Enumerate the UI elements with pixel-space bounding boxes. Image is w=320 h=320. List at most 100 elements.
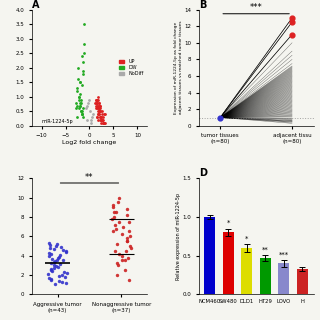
Point	[95, 103, 100, 108]
Point	[84, 103, 89, 108]
Point	[102, 112, 107, 117]
Point	[95, 112, 100, 117]
Point	[79, 112, 84, 117]
Point	[79, 109, 84, 114]
Point	[97, 109, 102, 114]
Bar	[223, 232, 234, 294]
Point	[78, 80, 83, 85]
Point	[88, 109, 93, 114]
Point	[99, 117, 104, 123]
Point	[77, 100, 83, 105]
Point	[77, 97, 82, 102]
X-axis label: Log2 fold change: Log2 fold change	[62, 140, 116, 145]
Point	[80, 68, 85, 73]
Point	[112, 222, 117, 227]
Point	[51, 246, 56, 252]
Point	[98, 109, 103, 114]
Point	[79, 109, 84, 114]
Point	[111, 214, 116, 220]
Point	[96, 100, 101, 105]
Point	[100, 112, 105, 117]
Point	[97, 106, 102, 111]
Point	[80, 109, 85, 114]
Point	[127, 277, 132, 283]
Point	[218, 115, 223, 120]
Bar	[297, 269, 308, 294]
Point	[94, 97, 99, 102]
Point	[48, 243, 53, 248]
Point	[96, 106, 101, 111]
Point	[113, 226, 118, 231]
Point	[46, 241, 51, 246]
Point	[97, 112, 102, 117]
Point	[127, 234, 132, 239]
Point	[95, 97, 100, 102]
Bar	[278, 263, 290, 294]
Point	[96, 109, 101, 114]
Point	[96, 117, 101, 123]
Point	[61, 269, 67, 275]
Point	[97, 103, 102, 108]
Point	[75, 115, 80, 120]
Point	[124, 239, 129, 244]
Point	[97, 112, 102, 117]
Point	[57, 262, 62, 267]
Point	[123, 258, 128, 263]
Point	[47, 245, 52, 251]
Point	[57, 254, 62, 259]
Point	[76, 106, 82, 111]
Point	[98, 103, 103, 108]
Point	[83, 106, 88, 111]
Point	[122, 268, 127, 273]
Point	[290, 32, 295, 37]
Point	[64, 270, 69, 276]
Point	[111, 210, 116, 215]
Point	[123, 248, 128, 253]
Point	[126, 229, 132, 234]
Point	[124, 236, 129, 241]
Point	[99, 115, 104, 120]
Point	[121, 224, 126, 229]
Point	[115, 263, 120, 268]
Point	[109, 216, 115, 221]
Point	[59, 272, 64, 277]
Point	[100, 120, 105, 125]
Point	[78, 103, 83, 108]
Point	[54, 264, 59, 269]
Point	[46, 276, 52, 281]
Point	[98, 109, 103, 114]
Point	[60, 279, 65, 284]
Point	[97, 109, 102, 114]
Point	[102, 120, 107, 125]
Text: *: *	[227, 220, 230, 226]
Point	[84, 117, 90, 123]
Point	[64, 280, 69, 285]
Point	[94, 100, 99, 105]
Point	[81, 59, 86, 64]
Point	[48, 261, 53, 266]
Point	[75, 88, 80, 93]
Bar	[241, 248, 252, 294]
Point	[47, 250, 52, 255]
Point	[81, 71, 86, 76]
Point	[80, 115, 85, 120]
Point	[81, 42, 86, 47]
Point	[57, 273, 62, 278]
Point	[98, 115, 103, 120]
Point	[111, 203, 116, 208]
Point	[125, 255, 130, 260]
Point	[64, 249, 69, 254]
Point	[99, 120, 104, 125]
Point	[128, 244, 133, 249]
Point	[100, 117, 105, 123]
Point	[95, 103, 100, 108]
Point	[86, 97, 92, 102]
Legend: UP, DW, NoDiff: UP, DW, NoDiff	[118, 58, 145, 77]
Point	[110, 205, 115, 210]
Point	[99, 115, 104, 120]
Y-axis label: Expression of miR-1224-5p as fold change
adjacent tissues vs matched tumor tissu: Expression of miR-1224-5p as fold change…	[174, 21, 183, 115]
Point	[51, 260, 56, 265]
Point	[52, 259, 58, 264]
Point	[77, 91, 83, 96]
Point	[101, 112, 106, 117]
